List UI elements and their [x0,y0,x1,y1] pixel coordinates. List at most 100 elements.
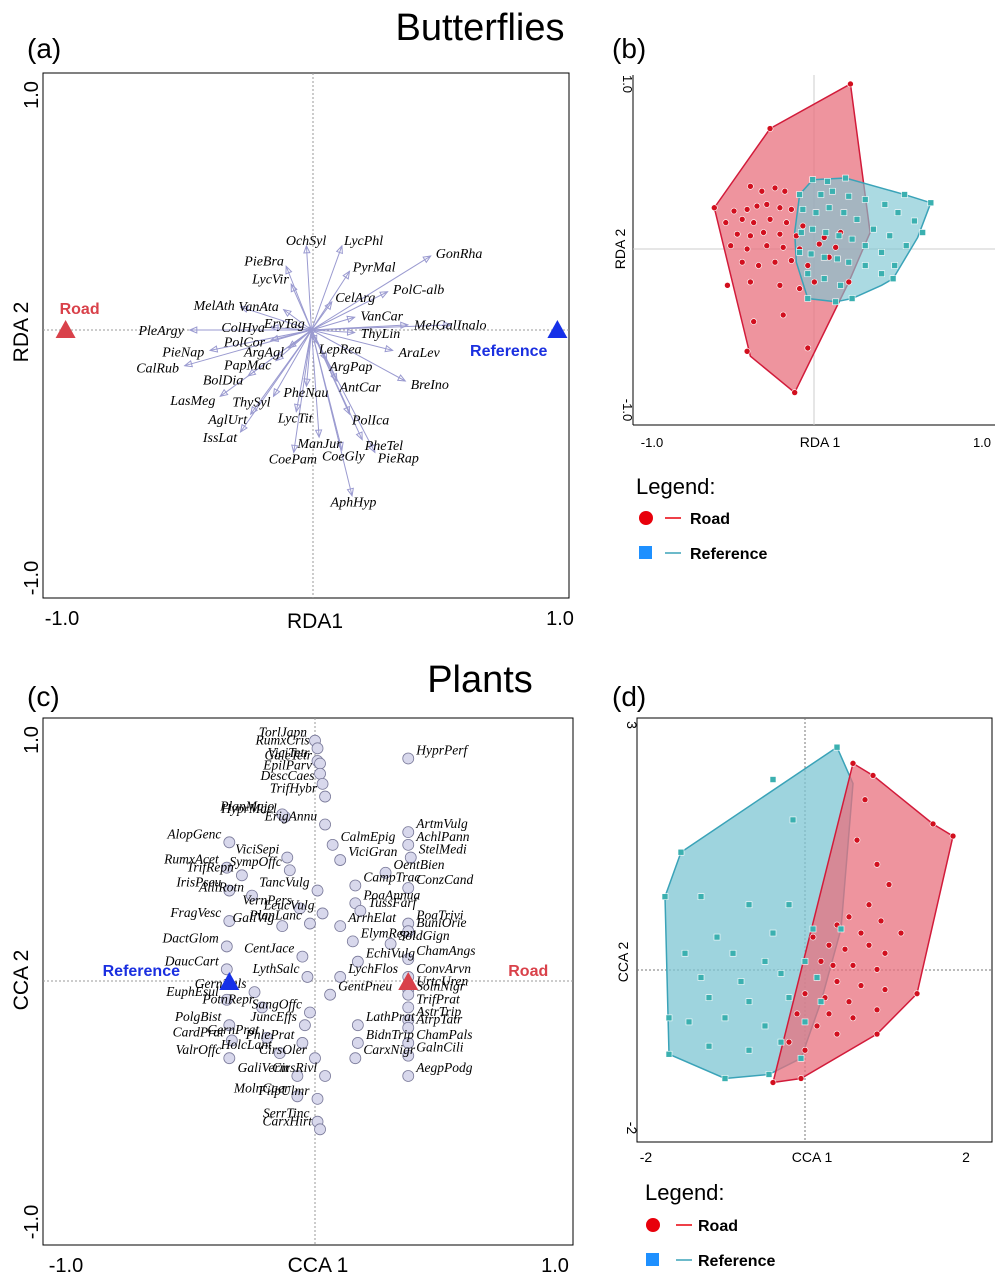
species-arrowhead [400,321,410,330]
road-site-point [949,832,957,840]
species-label: ViciSepi [235,842,279,857]
reference-site-point [796,191,803,198]
species-point [223,1019,236,1032]
species-label: ChamAngs [416,943,475,958]
road-site-point [929,820,937,828]
species-label: StelMedi [419,842,467,857]
species-point [261,1031,274,1044]
species-arrowhead [355,431,363,441]
road-site-point [727,242,735,249]
road-site-point [804,262,812,269]
species-label: LycTit [277,411,314,426]
road-site-point [813,1022,821,1030]
species-arrow [219,329,312,397]
species-point [319,1070,331,1082]
panel-label-a: (a) [27,33,61,64]
species-point [324,988,337,1001]
road-site-point [861,796,869,804]
species-point [220,861,233,874]
species-point [304,1006,316,1019]
species-label: ViciGran [348,844,397,859]
reference-site-point [804,270,812,278]
reference-site-point [861,196,869,203]
species-label: PieBra [243,255,284,270]
reference-site-point [902,242,910,249]
species-point [351,1037,364,1049]
reference-site-point [769,776,777,783]
species-label: PoaAnnua [362,887,420,902]
species-point [402,1037,415,1049]
reference-site-point [809,925,817,933]
reference-site-point [665,1050,673,1058]
species-arrowhead [303,244,311,254]
species-label: ErigAnnu [264,809,318,824]
road-site-point [885,881,893,888]
species-point [334,971,347,983]
road-site-point [897,929,905,937]
species-arrowhead [239,423,248,434]
reference-site-point [809,225,817,233]
reference-site-point [817,191,825,198]
species-label: VernPers [242,892,292,907]
species-label: EryTag [263,317,305,332]
reference-site-point [801,958,809,965]
reference-site-point [845,258,853,266]
species-point [304,917,316,930]
species-label: BolDia [203,373,243,388]
species-label: PyrMal [352,260,396,275]
species-arrowhead [343,405,351,416]
species-point [299,1019,311,1032]
species-label: GaliVig [232,910,274,925]
species-label: TorlJapn [259,725,308,740]
species-arrowhead [239,305,249,313]
reference-site-point [713,933,721,941]
reference-site-point [777,1038,785,1046]
reference-site-point [812,209,820,216]
species-point [354,904,367,917]
road-site-point [781,187,789,195]
species-point [349,879,362,892]
species-arrowhead [285,265,293,275]
species-label: ThySyl [232,396,270,411]
species-point [236,869,248,882]
road-site-point [776,204,784,212]
species-label: LychFlos [347,961,398,976]
species-label: BuniOrie [416,915,466,930]
panel-b-ylabel: RDA 2 [612,229,628,270]
road-site-point [753,202,761,210]
reference-site-point [840,209,848,216]
panel-b-ytick-max: 1.0 [620,75,635,93]
road-site-point [801,990,809,997]
species-label: IrisPseu [175,875,221,890]
species-label: EpilParv [262,758,312,773]
reference-site-point [911,217,918,225]
species-point [402,1070,415,1082]
species-label: CampTrac [363,869,420,884]
species-label: DescCaes [260,768,315,783]
species-point [319,818,331,831]
species-label: SoldGign [399,928,450,943]
reference-site-point [817,998,825,1006]
reference-site-point [737,978,745,985]
species-point [220,993,233,1006]
reference-site-point [785,901,793,909]
species-label: LeucVulg [263,897,315,912]
species-arrowhead [324,300,333,311]
road-site-point [763,242,771,249]
reference-site-point [881,201,889,208]
panel-a-xtick-max: 1.0 [546,608,574,630]
species-arrowhead [290,282,298,293]
reference-site-point [825,204,833,212]
species-arrow [311,329,393,351]
reference-site-point [796,249,803,256]
reference-site-point [745,901,753,909]
panel-d-plants-sites: CCA 1 CCA 2 -2 2 3 -2 [615,717,993,1165]
road-site-point [788,257,795,264]
road-site-point [873,861,881,868]
road-site-point [747,232,754,240]
species-point [296,1037,309,1049]
road-site-point [847,80,854,88]
road-site-point [849,1014,857,1022]
reference-site-point [665,1014,673,1022]
